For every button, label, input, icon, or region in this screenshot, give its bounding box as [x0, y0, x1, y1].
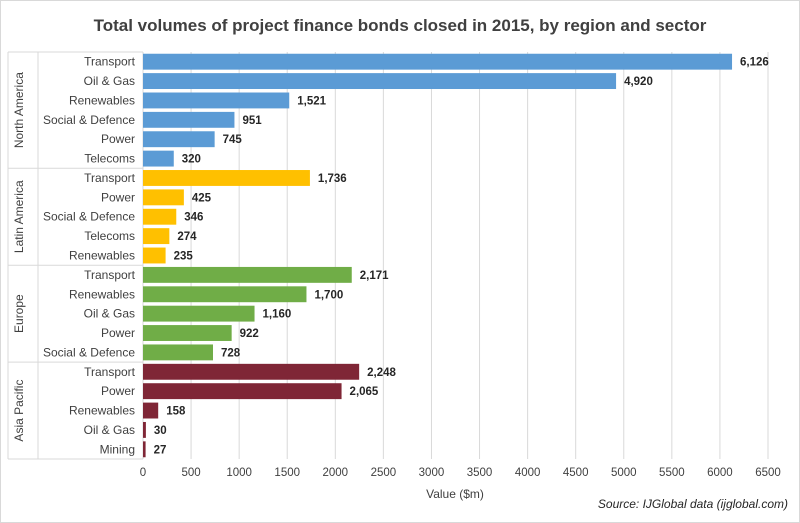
bar [143, 189, 184, 206]
data-labels: 6,126 4,920 1,521 951 745 320 1,736 425 346 274 23… [154, 57, 769, 457]
group-label: North America [12, 72, 26, 148]
category-label: Social & Defence [43, 210, 135, 224]
group-labels: North America Latin America Europe Asia Pac… [12, 72, 26, 442]
category-label: Telecoms [84, 152, 135, 166]
category-label: Transport [84, 268, 136, 282]
bar [143, 208, 177, 225]
category-labels: Transport Oil & Gas Renewables Social & Def… [43, 55, 136, 457]
data-label: 30 [154, 425, 167, 437]
category-label: Power [101, 190, 135, 204]
category-label: Social & Defence [43, 345, 135, 359]
bar [143, 228, 170, 245]
data-label: 2,248 [367, 367, 396, 379]
bar [143, 53, 733, 70]
data-label: 27 [154, 444, 167, 456]
bar [143, 111, 235, 128]
category-label: Transport [84, 55, 136, 69]
category-label: Renewables [69, 287, 135, 301]
x-tick-label: 3000 [419, 467, 445, 479]
bar [143, 421, 146, 438]
source-note: Source: IJGlobal data (ijglobal.com) [598, 497, 788, 511]
category-label: Renewables [69, 404, 135, 418]
data-label: 320 [182, 154, 201, 166]
x-tick-label: 0 [140, 467, 146, 479]
category-label: Telecoms [84, 229, 135, 243]
x-axis-label: Value ($m) [426, 487, 484, 501]
x-tick-label: 6500 [755, 467, 781, 479]
category-label: Power [101, 326, 135, 340]
bar [143, 441, 146, 458]
data-label: 951 [242, 115, 262, 127]
data-label: 1,736 [318, 173, 347, 185]
category-label: Oil & Gas [84, 423, 135, 437]
bar [143, 363, 360, 380]
category-label: Power [101, 132, 135, 146]
data-label: 745 [223, 134, 243, 146]
data-label: 922 [240, 328, 259, 340]
x-tick-label: 2500 [371, 467, 397, 479]
bar [143, 383, 342, 400]
x-tick-label: 4500 [563, 467, 589, 479]
bars [143, 53, 733, 458]
category-label: Social & Defence [43, 113, 135, 127]
bar [143, 247, 166, 264]
data-label: 1,700 [314, 289, 343, 301]
data-label: 6,126 [740, 57, 769, 69]
group-label: Europe [12, 294, 26, 333]
bar [143, 150, 174, 167]
bar [143, 73, 617, 90]
category-label: Power [101, 384, 135, 398]
category-label: Oil & Gas [84, 74, 135, 88]
x-tick-label: 5500 [659, 467, 685, 479]
category-label: Renewables [69, 93, 135, 107]
chart-title: Total volumes of project finance bonds c… [94, 16, 707, 35]
data-label: 2,065 [350, 386, 379, 398]
bar [143, 325, 232, 341]
data-label: 274 [177, 231, 197, 243]
data-label: 1,521 [297, 95, 326, 107]
category-label: Renewables [69, 249, 135, 263]
bar [143, 92, 290, 109]
data-label: 346 [184, 212, 203, 224]
data-label: 425 [192, 192, 212, 204]
data-label: 4,920 [624, 76, 653, 88]
x-tick-label: 2000 [323, 467, 349, 479]
bar [143, 286, 307, 303]
bar [143, 344, 213, 361]
bar [143, 266, 352, 283]
x-tick-labels: 0 500 1000 1500 2000 2500 3000 3500 4000 4500 5000… [140, 467, 781, 479]
x-tick-label: 3500 [467, 467, 493, 479]
group-label: Asia Pacific [12, 380, 26, 442]
x-tick-label: 5000 [611, 467, 637, 479]
bar [143, 131, 215, 148]
category-label: Mining [100, 442, 135, 456]
x-tick-label: 1500 [274, 467, 300, 479]
group-label: Latin America [12, 180, 26, 253]
x-tick-label: 500 [181, 467, 200, 479]
data-label: 728 [221, 347, 241, 359]
x-tick-label: 1000 [226, 467, 252, 479]
x-tick-label: 6000 [707, 467, 733, 479]
bar [143, 305, 255, 322]
data-label: 2,171 [360, 270, 389, 282]
data-label: 235 [174, 251, 194, 263]
category-label: Transport [84, 171, 136, 185]
data-label: 158 [166, 406, 186, 418]
x-tick-label: 4000 [515, 467, 541, 479]
bar [143, 170, 310, 186]
category-label: Oil & Gas [84, 307, 135, 321]
bar [143, 402, 159, 419]
category-label: Transport [84, 365, 136, 379]
data-label: 1,160 [263, 309, 292, 321]
